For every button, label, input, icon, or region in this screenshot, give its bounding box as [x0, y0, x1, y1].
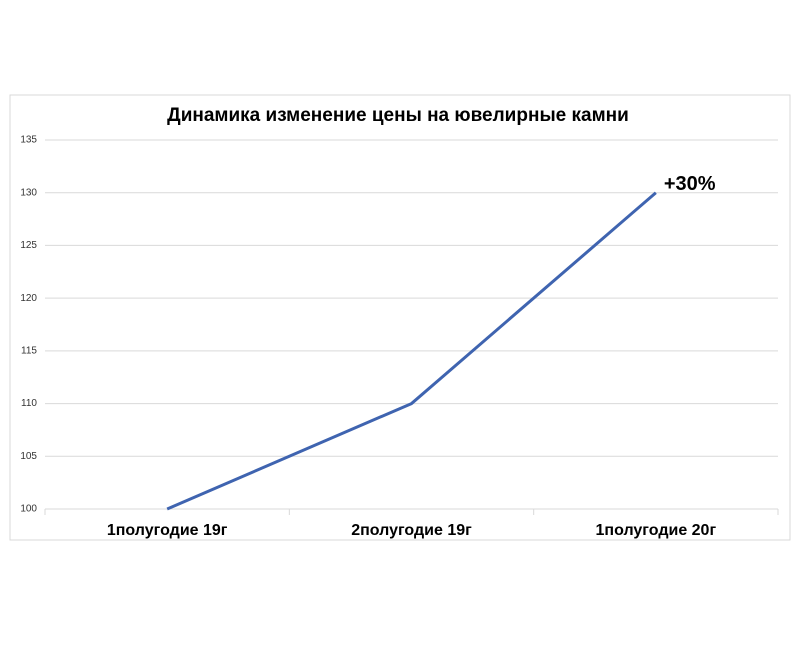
- y-tick-label: 110: [21, 398, 37, 409]
- y-tick-label: 130: [20, 187, 37, 198]
- x-tick-label: 1полугодие 20г: [596, 522, 717, 539]
- chart-title: Динамика изменение цены на ювелирные кам…: [167, 105, 629, 126]
- y-tick-label: 120: [20, 293, 37, 304]
- y-tick-label: 105: [20, 451, 37, 462]
- x-tick-label: 1полугодие 19г: [107, 522, 228, 539]
- y-tick-label: 100: [20, 504, 37, 515]
- y-tick-label: 135: [20, 135, 37, 146]
- x-tick-label: 2полугодие 19г: [351, 522, 472, 539]
- annotation: +30%: [664, 173, 716, 195]
- y-tick-label: 115: [21, 345, 37, 356]
- y-tick-label: 125: [20, 240, 37, 251]
- line-series: [166, 191, 657, 511]
- chart-frame: [9, 94, 791, 541]
